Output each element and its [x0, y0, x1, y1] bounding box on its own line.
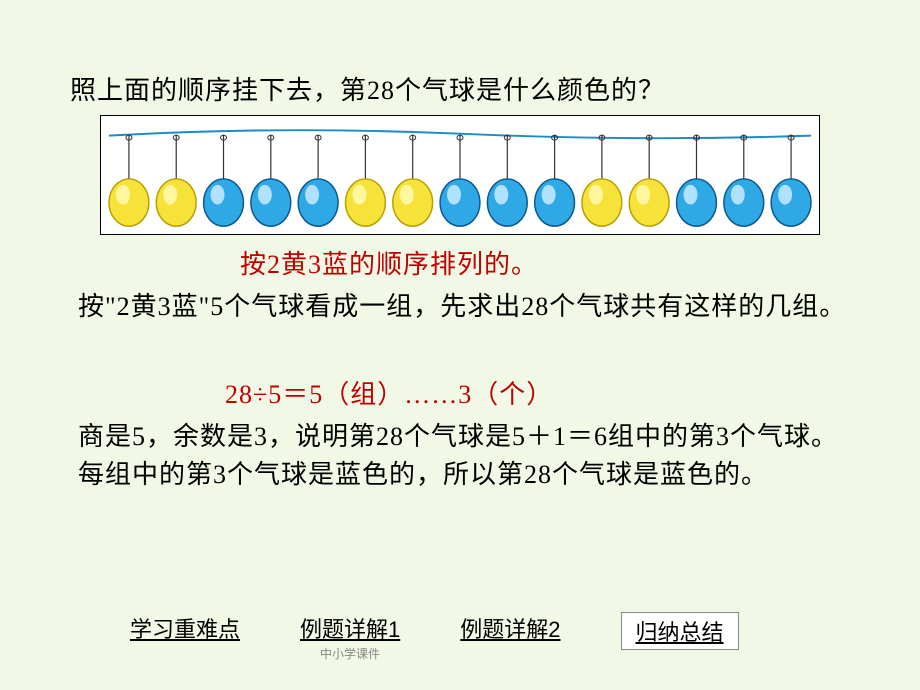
nav-keypoints[interactable]: 学习重难点: [130, 612, 240, 650]
watermark: 中小学课件: [320, 645, 380, 662]
explanation-2: 商是5，余数是3，说明第28个气球是5＋1＝6组中的第3个气球。每组中的第3个气…: [78, 418, 858, 493]
explanation-1: 按"2黄3蓝"5个气球看成一组，先求出28个气球共有这样的几组。: [78, 288, 858, 326]
nav-example2[interactable]: 例题详解2: [460, 612, 560, 650]
pattern-hint: 按2黄3蓝的顺序排列的。: [240, 244, 538, 281]
question-text: 照上面的顺序挂下去，第28个气球是什么颜色的？: [70, 70, 665, 107]
bottom-nav: 学习重难点 例题详解1 例题详解2 归纳总结: [130, 612, 830, 650]
balloon-illustration: [100, 115, 820, 235]
calculation: 28÷5＝5（组）……3（个）: [225, 374, 553, 411]
nav-summary[interactable]: 归纳总结: [621, 612, 739, 650]
